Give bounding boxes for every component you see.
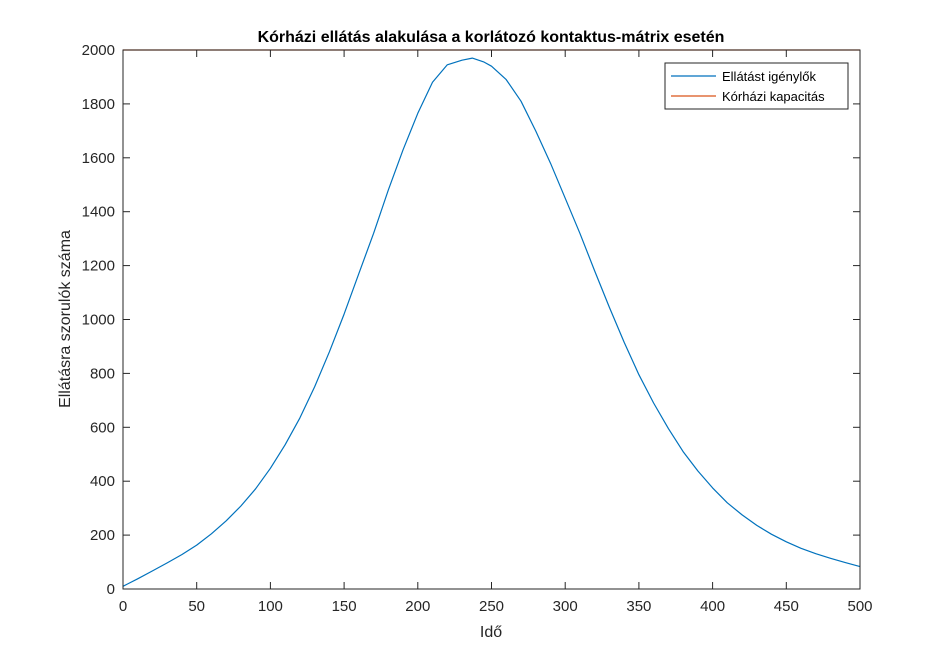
y-tick-label: 400 (90, 473, 115, 490)
x-tick-label: 500 (847, 598, 872, 615)
y-tick-label: 2000 (82, 42, 115, 59)
x-tick-label: 0 (119, 598, 127, 615)
plot-area (123, 50, 860, 589)
y-tick-label: 800 (90, 365, 115, 382)
y-tick-label: 1400 (82, 204, 115, 221)
y-tick-label: 200 (90, 527, 115, 544)
y-tick-label: 1800 (82, 96, 115, 113)
x-tick-label: 150 (332, 598, 357, 615)
x-tick-label: 350 (626, 598, 651, 615)
y-tick-label: 1000 (82, 312, 115, 329)
x-tick-label: 300 (553, 598, 578, 615)
y-tick-label: 1200 (82, 258, 115, 275)
y-tick-label: 1600 (82, 150, 115, 167)
x-tick-label: 200 (405, 598, 430, 615)
x-axis-label: Idő (480, 624, 502, 641)
x-tick-label: 450 (774, 598, 799, 615)
x-tick-label: 400 (700, 598, 725, 615)
legend-label-1: Ellátást igénylők (722, 69, 816, 84)
x-tick-label: 250 (479, 598, 504, 615)
y-tick-label: 0 (107, 581, 115, 598)
x-axis: 0 50 100 150 200 250 300 350 400 450 500 (119, 50, 873, 615)
y-axis-label: Ellátásra szorulók száma (57, 230, 74, 408)
legend-label-2: Kórházi kapacitás (722, 89, 825, 104)
legend-box (664, 62, 849, 110)
y-axis: 0 200 400 600 800 1000 1200 1400 1600 1800 2000 (82, 42, 860, 598)
series-line-1 (122, 57, 861, 587)
x-tick-label: 50 (188, 598, 205, 615)
x-tick-label: 100 (258, 598, 283, 615)
chart-title: Kórházi ellátás alakulása a korlátozó ko… (258, 29, 725, 46)
legend: Ellátást igénylők Kórházi kapacitás (664, 62, 849, 110)
y-tick-label: 600 (90, 419, 115, 436)
